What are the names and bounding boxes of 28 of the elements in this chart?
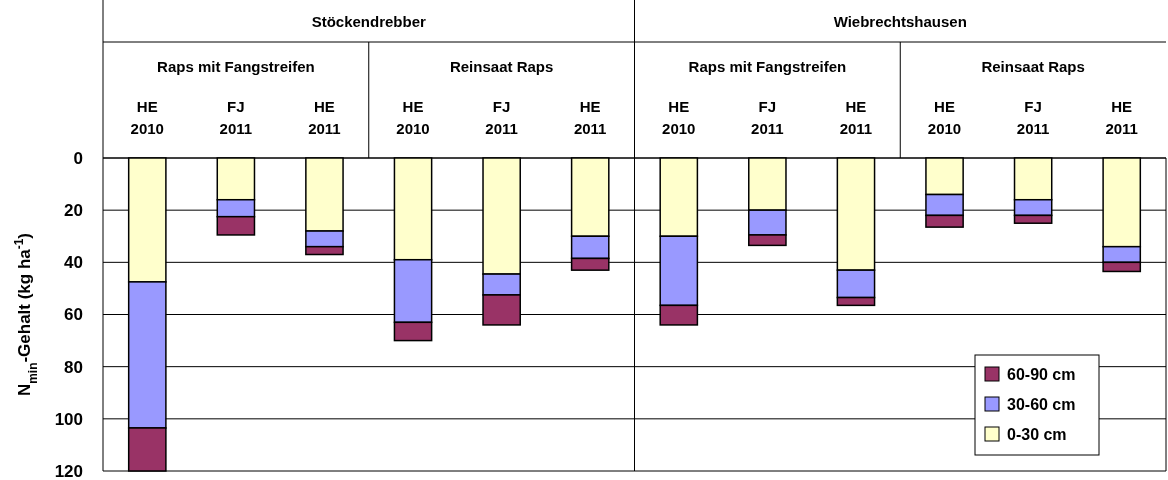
text: Raps mit Fangstreifen (688, 58, 847, 75)
x-tick-label: FJ 2011 (219, 98, 253, 137)
legend-label: 30-60 cm (1007, 395, 1076, 413)
x-tick-label: FJ 2011 (1016, 98, 1050, 137)
x-tick-label: FJ 2011 (485, 98, 518, 137)
x-tick-label: HE 2010 (662, 98, 696, 137)
text: Reinsaat Raps (981, 58, 1085, 75)
y-tick-label: 60 (64, 305, 83, 325)
y-tick-label: 20 (64, 201, 83, 221)
x-tick-label: HE 2011 (308, 98, 341, 137)
text: Wiebrechtshausen (833, 13, 967, 30)
x-tick-label: HE 2010 (130, 98, 164, 137)
y-tick-label: 80 (64, 357, 83, 377)
x-tick-label: HE 2011 (1105, 98, 1138, 137)
y-tick-label: 0 (73, 148, 83, 168)
x-tick-label: HE 2011 (839, 98, 873, 137)
x-tick-label: HE 2010 (396, 98, 430, 137)
y-tick-label: 120 (54, 461, 83, 480)
y-tick-label: 40 (64, 253, 83, 273)
x-tick-label: HE 2010 (927, 98, 962, 137)
x-tick-label: HE 2011 (573, 98, 607, 137)
x-tick-label: FJ 2011 (751, 98, 784, 137)
y-tick-label: 100 (54, 409, 83, 429)
text: Reinsaat Raps (449, 58, 554, 75)
legend-label: 60-90 cm (1007, 365, 1076, 383)
text: Stöckendrebber (311, 13, 427, 30)
text: Raps mit Fangstreifen (157, 58, 315, 75)
legend-label: 0-30 cm (1007, 425, 1067, 443)
